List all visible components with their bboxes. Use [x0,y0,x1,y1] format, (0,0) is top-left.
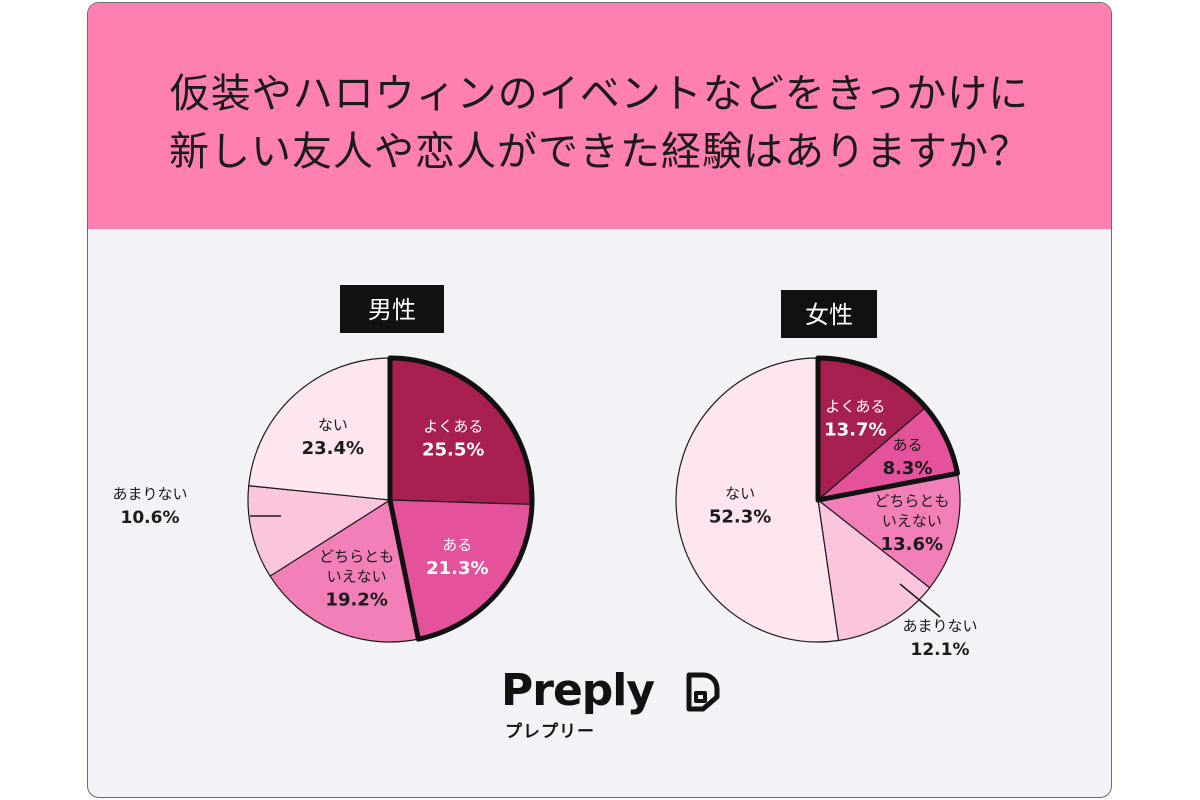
slice-value: 13.7% [824,420,886,441]
slice-value: 25.5% [422,440,484,461]
header-band: 仮装やハロウィンのイベントなどをきっかけに 新しい友人や恋人ができた経験はありま… [88,3,1111,229]
slice-value: 8.3% [883,458,933,479]
slice-label: いえない [327,567,387,585]
pie-slice [269,499,420,643]
slice-label: あまりない [112,485,187,503]
infographic-card: 仮装やハロウィンのイベントなどをきっかけに 新しい友人や恋人ができた経験はありま… [87,2,1112,798]
slice-label: ない [725,485,755,503]
slice-label: よくある [825,398,885,416]
slice-label: よくある [423,418,483,436]
slice-value: 52.3% [709,507,771,528]
slice-value: 19.2% [325,589,387,610]
slice-value: 21.3% [426,558,488,579]
slice-label: どちらとも [874,492,949,510]
slice-label: あまりない [902,617,977,635]
preply-logo: Preply プレプリー [501,665,731,745]
pie-slice [817,498,931,642]
pie-slice [247,485,392,577]
title-line-1: 仮装やハロウィンのイベントなどをきっかけに [169,71,1030,117]
preply-mark-icon [686,672,720,712]
pie-charts: 男性よくある25.5%ある21.3%どちらともいえない19.2%あまりない10.… [112,285,978,660]
highlight-outline [815,355,960,503]
slice-value: 12.1% [911,640,970,660]
pie-slice [248,357,391,501]
page-title: 仮装やハロウィンのイベントなどをきっかけに 新しい友人や恋人ができた経験はありま… [88,65,1111,181]
chart-title-chip [781,290,877,338]
slice-label: ある [442,536,472,554]
logo-subtitle: プレプリー [505,722,595,742]
leader-line [899,583,941,618]
slice-label: ない [318,416,348,434]
slice-label: ある [893,436,923,454]
slice-value: 23.4% [302,438,364,459]
slice-value: 10.6% [121,508,180,528]
slice-value: 13.6% [881,534,943,555]
slice-label: いえない [882,512,942,530]
chart-title-chip [340,285,444,333]
chart-title: 女性 [805,301,853,329]
pie-slice [675,357,840,643]
logo-wordmark: Preply [501,665,655,716]
chart-title: 男性 [368,296,416,324]
slice-label: どちらとも [319,547,394,565]
highlight-outline [387,355,535,642]
pie-slice [816,472,961,589]
title-line-2: 新しい友人や恋人ができた経験はありますか？ [169,129,1030,175]
